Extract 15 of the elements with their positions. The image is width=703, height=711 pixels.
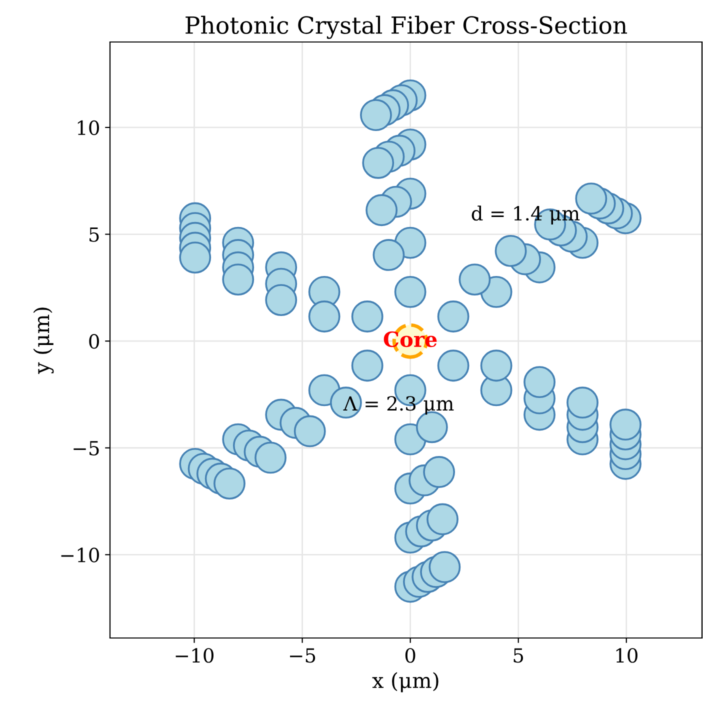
y-tick-label: 5 xyxy=(90,227,99,242)
y-tick-label: −5 xyxy=(74,441,99,456)
y-tick-label: 0 xyxy=(89,334,99,349)
y-tick-label: −10 xyxy=(61,548,99,562)
x-tick-label: 10 xyxy=(616,648,638,663)
x-tick-label: −10 xyxy=(176,648,214,663)
x-tick-label: −5 xyxy=(290,648,316,663)
y-tick-label: 10 xyxy=(78,120,99,136)
chart-title: Photonic Crystal Fiber Cross-Section xyxy=(186,16,628,39)
x-tick-label: 5 xyxy=(514,648,524,663)
annotation: d = 1.4 μm xyxy=(472,206,580,224)
x-axis-title: x (μm) xyxy=(372,672,438,692)
x-tick-label: 0 xyxy=(405,648,416,663)
annotation: Λ = 2.3 μm xyxy=(343,396,454,415)
y-axis-title: y (μm) xyxy=(33,308,54,374)
